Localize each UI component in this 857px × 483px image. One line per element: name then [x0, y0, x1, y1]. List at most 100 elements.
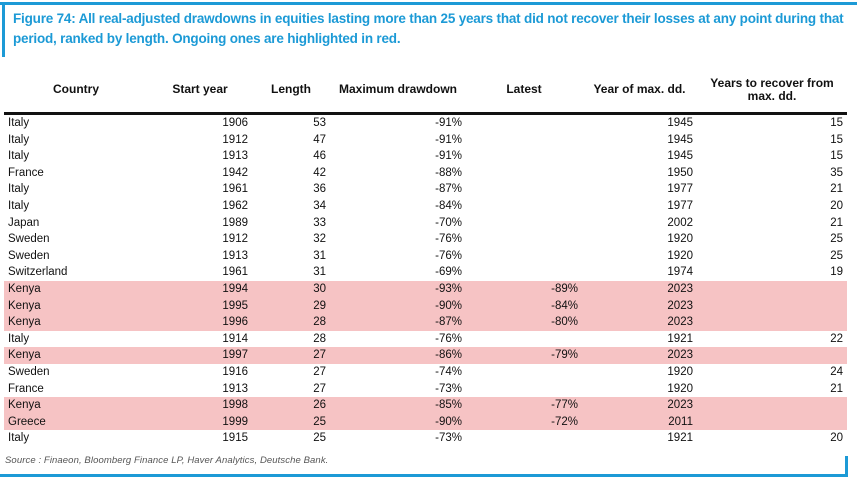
- cell-latest: [466, 331, 582, 348]
- cell-year_of_max_dd: 2011: [582, 413, 697, 431]
- table-row: Italy 1915 25 -73% 1921 20: [4, 430, 847, 447]
- cell-length: 27: [313, 365, 326, 378]
- table-row: Italy 1906 53 -91% 1945 15: [4, 114, 847, 132]
- cell-length: 27: [252, 347, 330, 364]
- cell-max_drawdown: -87%: [435, 183, 462, 196]
- cell-years_to_recover: [697, 347, 847, 364]
- cell-country: Italy: [8, 332, 30, 345]
- column-header-start_year: Start year: [148, 68, 252, 115]
- cell-latest: -80%: [466, 314, 582, 331]
- table-row: Kenya 1998 26 -85% -77% 2023: [4, 397, 847, 414]
- table-row: Italy 1961 36 -87% 1977 21: [4, 181, 847, 198]
- cell-latest: -72%: [466, 413, 582, 431]
- cell-years_to_recover: 21: [830, 216, 843, 229]
- cell-years_to_recover: 15: [830, 117, 843, 129]
- column-header-max_drawdown: Maximum drawdown: [330, 68, 466, 115]
- cell-length: 29: [252, 297, 330, 315]
- cell-years_to_recover: 35: [830, 166, 843, 179]
- cell-max_drawdown: -88%: [435, 166, 462, 179]
- cell-country: Kenya: [4, 347, 148, 364]
- cell-max_drawdown: -90%: [330, 413, 466, 431]
- cell-year_of_max_dd: 1945: [667, 133, 693, 146]
- cell-year_of_max_dd: 1920: [667, 249, 693, 262]
- cell-year_of_max_dd: 2023: [582, 314, 697, 331]
- cell-years_to_recover: 15: [830, 133, 843, 146]
- cell-latest: -84%: [466, 297, 582, 315]
- cell-year_of_max_dd: 2023: [582, 280, 697, 298]
- figure-title: Figure 74: All real-adjusted drawdowns i…: [13, 11, 844, 46]
- cell-latest: [466, 430, 582, 447]
- cell-latest: [466, 198, 582, 215]
- cell-start_year: 1906: [222, 117, 248, 129]
- cell-years_to_recover: 15: [830, 150, 843, 163]
- cell-year_of_max_dd: 1945: [667, 150, 693, 163]
- cell-max_drawdown: -93%: [330, 280, 466, 298]
- cell-country: Sweden: [8, 249, 50, 262]
- left-border-rule: [2, 2, 5, 57]
- cell-length: 53: [313, 117, 326, 129]
- cell-length: 25: [313, 432, 326, 445]
- cell-latest: [466, 215, 582, 232]
- table-row: Italy 1912 47 -91% 1945 15: [4, 132, 847, 149]
- table-row: Sweden 1913 31 -76% 1920 25: [4, 248, 847, 265]
- cell-country: Japan: [8, 216, 40, 229]
- cell-latest: -77%: [466, 397, 582, 414]
- cell-country: Kenya: [4, 314, 148, 331]
- cell-length: 31: [313, 249, 326, 262]
- cell-length: 33: [313, 216, 326, 229]
- cell-length: 28: [252, 314, 330, 331]
- cell-length: 42: [313, 166, 326, 179]
- cell-start_year: 1915: [222, 432, 248, 445]
- cell-years_to_recover: 21: [830, 382, 843, 395]
- cell-latest: [466, 181, 582, 198]
- cell-max_drawdown: -69%: [435, 266, 462, 279]
- cell-year_of_max_dd: 2023: [582, 297, 697, 315]
- cell-max_drawdown: -87%: [330, 314, 466, 331]
- column-header-year_of_max_dd: Year of max. dd.: [582, 68, 697, 115]
- cell-country: Italy: [8, 150, 30, 163]
- table-row: Kenya 1997 27 -86% -79% 2023: [4, 347, 847, 364]
- top-border-rule: [0, 2, 857, 5]
- cell-year_of_max_dd: 1920: [667, 365, 693, 378]
- cell-length: 28: [313, 332, 326, 345]
- cell-length: 30: [252, 280, 330, 298]
- cell-length: 31: [313, 266, 326, 279]
- cell-year_of_max_dd: 1945: [667, 117, 693, 129]
- cell-years_to_recover: [697, 280, 847, 298]
- cell-max_drawdown: -91%: [435, 117, 462, 129]
- cell-year_of_max_dd: 1921: [667, 432, 693, 445]
- cell-length: 27: [313, 382, 326, 395]
- cell-max_drawdown: -70%: [435, 216, 462, 229]
- table-row: Italy 1962 34 -84% 1977 20: [4, 198, 847, 215]
- cell-latest: [466, 231, 582, 248]
- cell-latest: [466, 148, 582, 165]
- cell-year_of_max_dd: 1920: [667, 382, 693, 395]
- cell-year_of_max_dd: 2023: [582, 397, 697, 414]
- cell-length: 36: [313, 183, 326, 196]
- cell-max_drawdown: -76%: [435, 233, 462, 246]
- cell-max_drawdown: -76%: [435, 332, 462, 345]
- column-header-length: Length: [252, 68, 330, 115]
- cell-start_year: 1916: [222, 365, 248, 378]
- cell-start_year: 1995: [148, 297, 252, 315]
- cell-years_to_recover: 25: [830, 249, 843, 262]
- cell-max_drawdown: -90%: [330, 297, 466, 315]
- cell-length: 25: [252, 413, 330, 431]
- cell-country: Greece: [4, 413, 148, 431]
- cell-max_drawdown: -73%: [435, 382, 462, 395]
- cell-length: 26: [252, 397, 330, 414]
- cell-max_drawdown: -86%: [330, 347, 466, 364]
- cell-start_year: 1998: [148, 397, 252, 414]
- cell-start_year: 1962: [222, 199, 248, 212]
- cell-latest: [466, 364, 582, 381]
- cell-max_drawdown: -74%: [435, 365, 462, 378]
- cell-country: Italy: [8, 117, 30, 129]
- cell-country: Switzerland: [8, 266, 68, 279]
- cell-start_year: 1997: [148, 347, 252, 364]
- cell-years_to_recover: [697, 413, 847, 431]
- table-row: Italy 1914 28 -76% 1921 22: [4, 331, 847, 348]
- table-row: Kenya 1994 30 -93% -89% 2023: [4, 280, 847, 298]
- table-row: Sweden 1912 32 -76% 1920 25: [4, 231, 847, 248]
- cell-country: Italy: [8, 432, 30, 445]
- cell-years_to_recover: 22: [830, 332, 843, 345]
